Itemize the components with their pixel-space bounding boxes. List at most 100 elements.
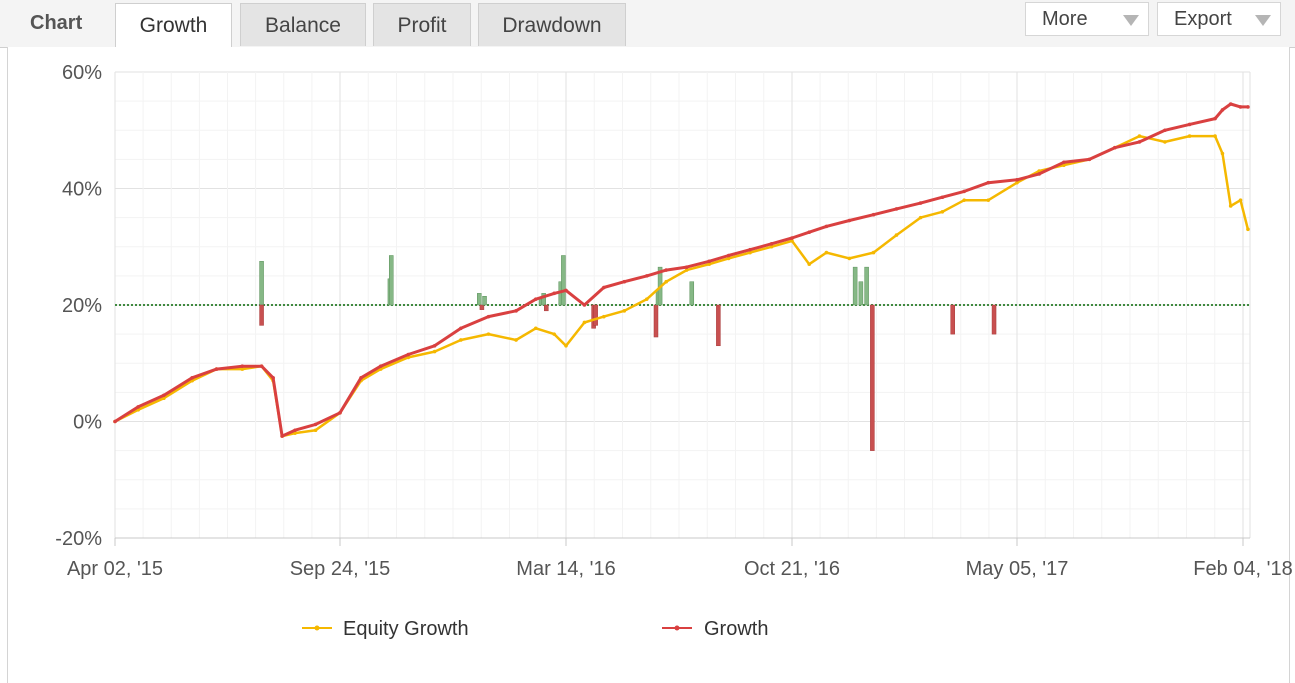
chart-panel xyxy=(7,47,1290,683)
equity-growth-point xyxy=(871,250,876,255)
growth-point xyxy=(1238,105,1243,109)
growth-point xyxy=(602,285,606,290)
x-tick-label: Oct 21, '16 xyxy=(744,558,840,580)
equity-growth-point xyxy=(1137,134,1142,138)
x-tick-label: Apr 02, '15 xyxy=(67,558,163,580)
equity-growth-point xyxy=(769,244,774,249)
y-axis: 60% 40% 20% 0% -20% xyxy=(55,62,102,550)
legend-label: Growth xyxy=(704,618,768,640)
equity-growth-point xyxy=(432,349,437,354)
equity-growth-point xyxy=(622,309,627,313)
growth-point xyxy=(1062,160,1066,165)
bar xyxy=(388,255,394,306)
equity-growth-point xyxy=(1213,134,1217,138)
growth-point xyxy=(113,419,117,424)
growth-point xyxy=(552,291,556,296)
growth-point xyxy=(564,288,568,293)
growth-point xyxy=(986,180,991,185)
growth-point xyxy=(214,367,219,371)
growth-point xyxy=(190,376,194,380)
equity-growth-point xyxy=(684,268,689,272)
y-tick-label: 60% xyxy=(62,62,102,84)
bar xyxy=(870,304,875,451)
growth-point xyxy=(769,242,774,246)
bar xyxy=(593,304,598,326)
growth-point xyxy=(359,376,363,380)
growth-point xyxy=(726,253,731,258)
growth-point xyxy=(1087,157,1092,162)
y-tick-label: 20% xyxy=(62,295,102,317)
growth-point xyxy=(1228,102,1233,106)
equity-growth-point xyxy=(459,338,463,342)
growth-point xyxy=(684,265,689,269)
export-dropdown[interactable]: Export xyxy=(1157,2,1281,36)
bar xyxy=(541,293,546,306)
growth-point xyxy=(1220,108,1225,112)
series-lines xyxy=(113,102,1250,438)
equity-growth-point xyxy=(514,338,518,342)
x-tick-label: May 05, '17 xyxy=(966,558,1069,580)
y-tick-label: -20% xyxy=(55,528,102,550)
equity-growth-point xyxy=(602,314,606,319)
growth-point xyxy=(459,326,463,331)
legend-marker xyxy=(674,625,680,631)
growth-point xyxy=(240,364,245,368)
bar xyxy=(544,304,549,312)
growth-point xyxy=(432,343,437,348)
growth-point xyxy=(162,393,166,398)
bar xyxy=(482,296,487,306)
growth-point xyxy=(1163,128,1167,133)
equity-growth-point xyxy=(406,355,411,360)
tab-growth[interactable]: Growth xyxy=(115,3,232,48)
bar xyxy=(950,304,955,335)
tab-profit[interactable]: Profit xyxy=(373,3,471,46)
equity-growth-point xyxy=(486,332,491,336)
growth-point xyxy=(514,309,518,313)
equity-growth-point xyxy=(962,198,966,202)
growth-point xyxy=(790,236,794,240)
equity-growth-point xyxy=(824,250,829,255)
x-tick-label: Sep 24, '15 xyxy=(290,558,391,580)
growth-point xyxy=(807,230,812,234)
growth-point xyxy=(644,274,649,278)
x-tick-label: Mar 14, '16 xyxy=(516,558,615,580)
equity-growth-point xyxy=(533,326,538,331)
growth-point xyxy=(1213,116,1217,121)
growth-point xyxy=(378,364,383,368)
growth-point xyxy=(1246,105,1250,109)
legend-marker xyxy=(314,625,320,631)
growth-point xyxy=(871,212,876,217)
growth-point xyxy=(962,189,966,194)
growth-point xyxy=(622,279,627,284)
growth-point xyxy=(1137,140,1142,144)
equity-growth-point xyxy=(582,320,587,325)
tab-drawdown[interactable]: Drawdown xyxy=(478,3,626,46)
growth-point xyxy=(406,352,411,357)
equity-growth-point xyxy=(1187,134,1192,138)
chart-toolbar: Chart Growth Balance Profit Drawdown Mor… xyxy=(0,0,1295,48)
growth-point xyxy=(748,247,752,252)
growth-point xyxy=(1037,172,1041,176)
growth-point xyxy=(533,297,538,301)
bar xyxy=(716,304,721,347)
chevron-down-icon xyxy=(1123,15,1139,26)
chevron-down-icon xyxy=(1255,15,1271,26)
legend-label: Equity Growth xyxy=(343,618,469,640)
growth-point xyxy=(293,428,297,433)
more-dropdown[interactable]: More xyxy=(1025,2,1149,36)
more-label: More xyxy=(1042,8,1088,30)
bar xyxy=(259,261,264,306)
y-tick-label: 40% xyxy=(62,179,102,201)
equity-growth-point xyxy=(748,250,752,255)
export-label: Export xyxy=(1174,8,1232,30)
equity-growth-point xyxy=(313,428,318,433)
growth-line xyxy=(114,102,1248,438)
tab-balance[interactable]: Balance xyxy=(240,3,366,46)
equity-growth-point xyxy=(644,297,649,301)
bar xyxy=(991,304,997,335)
bar xyxy=(852,266,858,306)
equity-growth-point xyxy=(847,256,852,261)
bar xyxy=(479,304,485,310)
growth-point xyxy=(338,410,342,415)
